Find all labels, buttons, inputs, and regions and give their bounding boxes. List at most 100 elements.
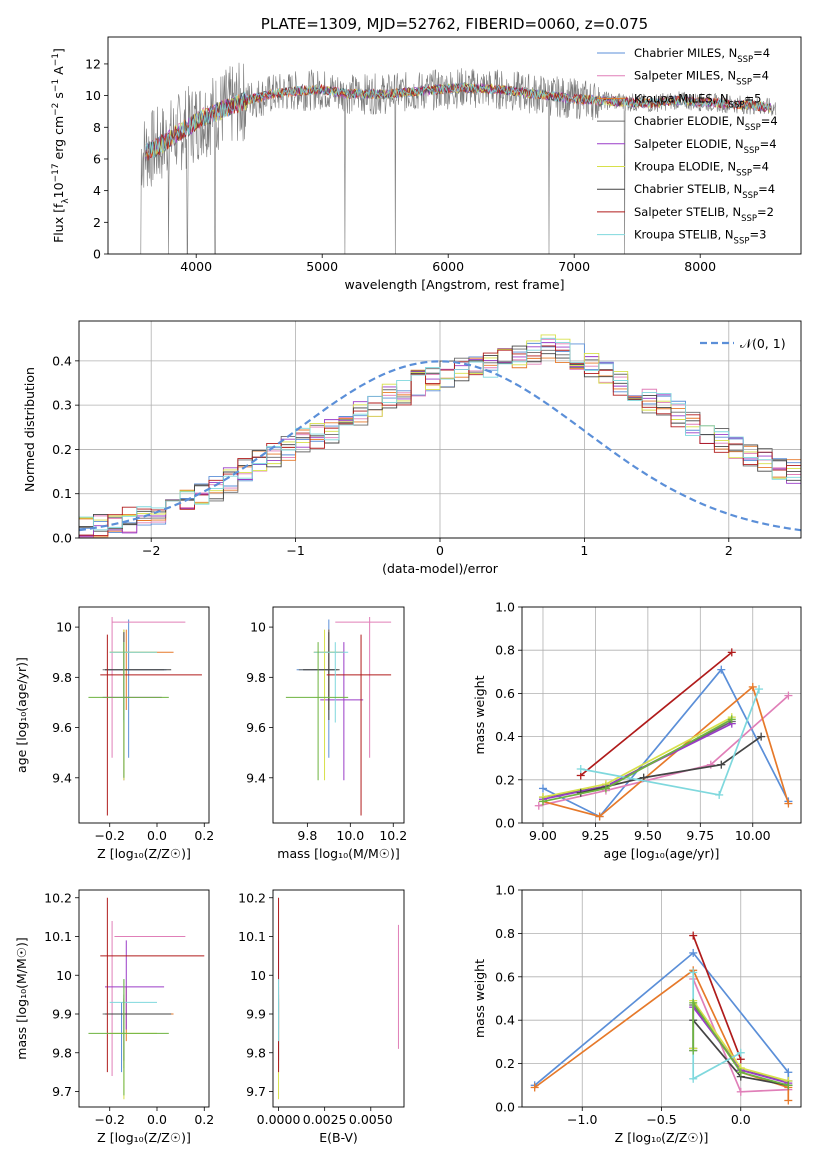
legend-value: =4: [752, 69, 769, 83]
errorbar-point: [335, 617, 392, 758]
legend-sub: SSP: [734, 237, 750, 247]
x-tick-label: 0: [436, 543, 444, 558]
x-axis-label: mass [log₁₀(M/M☉)]: [277, 846, 399, 861]
weight-marker: [538, 784, 547, 793]
y-tick-label: 10: [56, 620, 72, 635]
y-tick-label: 9.4: [246, 770, 266, 785]
legend-sub: SSP: [729, 100, 745, 110]
x-axis-label: age [log₁₀(age/yr)]: [604, 846, 720, 861]
label-part: Flux [f: [51, 203, 66, 243]
weight-marker: [706, 760, 715, 769]
x-tick-label: 10.2: [379, 828, 407, 843]
y-tick-label: 0.2: [52, 442, 72, 457]
normal-curve: [79, 360, 801, 532]
legend-value: =4: [760, 137, 777, 151]
legend-sub: SSP: [741, 214, 757, 224]
errorbar-point: [313, 642, 349, 723]
x-tick-label: 1: [580, 543, 588, 558]
x-tick-label: 0.0: [147, 1112, 167, 1127]
x-tick-label: 0.2: [194, 828, 214, 843]
weight-marker: [784, 799, 793, 808]
x-tick-label: 9.8: [297, 828, 317, 843]
legend-sub: SSP: [742, 191, 758, 201]
chart-age-vs-Z: −0.2 0.0 0.2 9.4 9.6 9.8 10 Z [log₁₀(Z/Z☉)] age …: [14, 606, 214, 861]
x-tick-label: 9.00: [529, 828, 557, 843]
weight-marker: [595, 812, 604, 821]
model-spectrum-line-8: [145, 81, 771, 159]
x-tick-label: −1: [286, 543, 304, 558]
legend-label: Salpeter ELODIE, N: [634, 137, 744, 151]
x-axis-label: E(B-V): [319, 1130, 358, 1145]
label-part: −17: [51, 163, 61, 182]
errorbar-point: [105, 632, 172, 721]
errorbar-point: [100, 634, 202, 816]
y-tick-label: 0.0: [495, 1100, 515, 1115]
axes-frame: [272, 889, 405, 1108]
weight-marker: [689, 1046, 698, 1055]
label-part: s: [51, 92, 66, 103]
x-tick-label: 4000: [180, 259, 212, 274]
y-tick-label: 9.4: [52, 770, 72, 785]
x-tick-label: −0.2: [95, 828, 125, 843]
errorbar-point: [109, 642, 157, 723]
y-axis-label: Flux [fλ10−17 erg cm−2 s−1 A−1]: [51, 48, 71, 243]
y-tick-label: 2: [93, 215, 101, 230]
weight-marker: [538, 797, 547, 806]
y-tick-label: 10.2: [44, 890, 72, 905]
label-part: −1: [51, 53, 61, 66]
errorbar-point: [111, 617, 186, 758]
histogram-2: [79, 357, 801, 538]
plot-area: [88, 617, 202, 816]
x-axis-label: Z [log₁₀(Z/Z☉)]: [97, 846, 191, 861]
y-tick-label: 10.2: [238, 890, 266, 905]
weight-marker: [784, 1068, 793, 1077]
histogram-3: [79, 348, 801, 532]
weight-marker: [727, 715, 736, 724]
y-tick-label: 4: [93, 183, 101, 198]
histogram-4: [79, 342, 801, 537]
label-part: ]: [51, 48, 66, 53]
legend-value: =4: [752, 160, 769, 174]
label-part: A: [51, 66, 66, 79]
legend-label: Chabrier MILES, N: [634, 46, 737, 60]
weight-marker: [689, 931, 698, 940]
y-axis-label: mass weight: [472, 675, 487, 754]
errorbar-point: [105, 619, 167, 758]
axes-frame: [521, 606, 802, 824]
legend-entry: Kroupa MILES, NSSP=5: [634, 91, 761, 110]
y-tick-label: 9.9: [246, 1007, 266, 1022]
plot-area: [278, 897, 399, 1100]
x-tick-label: −0.5: [646, 1112, 676, 1127]
errorbar-point: [88, 642, 169, 778]
weight-marker: [736, 1068, 745, 1077]
legend-sub: SSP: [745, 123, 761, 133]
errorbar-point: [88, 979, 169, 1096]
weight-marker: [717, 760, 726, 769]
errorbar-point: [105, 994, 172, 1061]
model-spectrum-line-7: [145, 83, 771, 161]
weight-marker: [689, 998, 698, 1007]
x-tick-label: 0.0050: [349, 1112, 393, 1127]
y-tick-label: 8: [93, 120, 101, 135]
x-tick-label: 0.0: [147, 828, 167, 843]
y-tick-label: 9.6: [52, 720, 72, 735]
x-axis-label: Z [log₁₀(Z/Z☉)]: [615, 1130, 709, 1145]
axes-frame: [78, 320, 802, 539]
plot-area: [88, 897, 205, 1100]
weight-marker: [530, 1083, 539, 1092]
x-tick-label: 9.50: [634, 828, 662, 843]
weight-marker: [689, 1074, 698, 1083]
legend-label: Kroupa ELODIE, N: [634, 160, 736, 174]
y-tick-label: 0.8: [495, 926, 515, 941]
legend-label: Kroupa MILES, N: [634, 91, 729, 105]
x-tick-label: 6000: [432, 259, 464, 274]
legend-sub: SSP: [737, 55, 753, 65]
data-spectrum-line: [140, 62, 777, 254]
histogram-7: [79, 345, 801, 536]
legend-entry: Chabrier STELIB, NSSP=4: [634, 182, 775, 201]
y-axis-label: mass weight: [472, 959, 487, 1038]
weight-line-7: [580, 651, 733, 777]
legend-entry: Salpeter STELIB, NSSP=2: [634, 205, 774, 224]
